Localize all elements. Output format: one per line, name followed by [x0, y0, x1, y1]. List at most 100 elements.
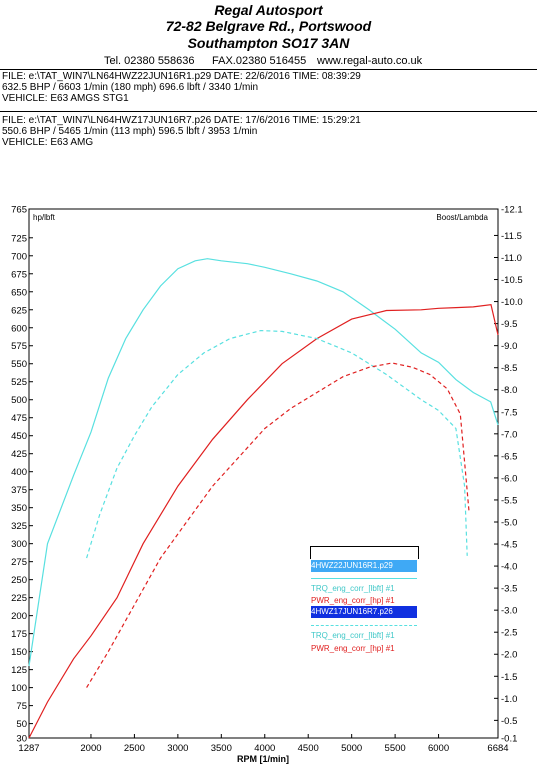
y-right-tick-label: -1.0	[501, 694, 517, 705]
legend-run2-trq: TRQ_eng_corr_[lbft] #1	[311, 631, 395, 640]
y-right-tick-label: -8.0	[501, 385, 517, 396]
y-left-tick-label: 350	[11, 503, 27, 514]
y-right-tick-label: -3.5	[501, 584, 517, 595]
legend-run2-name: 4HWZ17JUN16R7.p26	[311, 606, 417, 618]
y-left-tick-label: 275	[11, 557, 27, 568]
x-tick-label: 4000	[254, 743, 275, 754]
y-left-tick-label: 475	[11, 413, 27, 424]
run2-info: FILE: e:\TAT_WIN7\LN64HWZ17JUN16R7.p26 D…	[2, 115, 361, 148]
y-left-tick-label: 450	[11, 431, 27, 442]
legend-run1-pwr: PWR_eng_corr_[hp] #1	[311, 596, 395, 605]
x-tick-label: 6000	[428, 743, 449, 754]
x-tick-label: 2500	[124, 743, 145, 754]
legend-run2-trq-line	[311, 625, 417, 626]
legend-run2-pwr: PWR_eng_corr_[hp] #1	[311, 644, 395, 653]
legend-run1-name: 4HWZ22JUN16R1.p29	[311, 560, 417, 572]
chart-series	[28, 258, 499, 739]
y-left-tick-label: 50	[16, 719, 27, 730]
y-right-tick-label: -12.1	[501, 205, 523, 216]
y-left-tick-label: 550	[11, 359, 27, 370]
y-right-tick-label: -0.5	[501, 716, 517, 727]
y-left-tick-label: 30	[16, 734, 27, 745]
run1-vehicle: VEHICLE: E63 AMGS STG1	[2, 93, 129, 104]
run2-power-line	[86, 362, 470, 688]
x-tick-label: 5000	[341, 743, 362, 754]
run1-info: FILE: e:\TAT_WIN7\LN64HWZ22JUN16R1.p29 D…	[2, 71, 361, 104]
y-right-tick-label: -7.5	[501, 407, 517, 418]
company-name: Regal Autosport	[214, 2, 323, 18]
y-right-tick-label: -1.5	[501, 672, 517, 683]
y-left-tick-label: 75	[16, 701, 27, 712]
plot-frame	[28, 208, 499, 739]
company-address-line2: Southampton SO17 3AN	[187, 35, 350, 51]
y-right-tick-label: -10.5	[501, 275, 523, 286]
y-left-tick-label: 700	[11, 251, 27, 262]
y-left-tick-label: 225	[11, 593, 27, 604]
x-tick-label: 6684	[487, 743, 508, 754]
y-left-tick-label: 650	[11, 287, 27, 298]
y-left-tick-label: 125	[11, 665, 27, 676]
x-tick-label: 1287	[18, 743, 39, 754]
x-tick-label: 3500	[211, 743, 232, 754]
y-right-tick-label: -6.0	[501, 473, 517, 484]
x-axis-label: RPM [1/min]	[237, 754, 289, 764]
run1-torque-line	[28, 258, 499, 667]
y-left-tick-label: 150	[11, 647, 27, 658]
y-right-tick-label: -4.5	[501, 540, 517, 551]
y-right-tick-label: -11.0	[501, 253, 522, 264]
y-left-tick-label: 500	[11, 395, 27, 406]
y-left-tick-label: 325	[11, 521, 27, 532]
y-left-tick-label: 250	[11, 575, 27, 586]
y-left-tick-label: 300	[11, 539, 27, 550]
x-tick-label: 5500	[385, 743, 406, 754]
y-left-tick-label: 625	[11, 305, 27, 316]
run2-vehicle: VEHICLE: E63 AMG	[2, 137, 94, 148]
y-right-tick-label: -2.0	[501, 650, 517, 661]
y-left-tick-label: 425	[11, 449, 27, 460]
y-right-tick-label: -4.0	[501, 562, 517, 573]
y-left-tick-label: 375	[11, 485, 27, 496]
y-left-tick-label: 525	[11, 377, 27, 388]
y-right-tick-label: -5.5	[501, 495, 517, 506]
y-right-tick-label: -0.1	[501, 734, 517, 745]
y-right-tick-label: -2.5	[501, 628, 517, 639]
legend-run1-trq-line	[311, 578, 417, 579]
legend-header	[310, 546, 419, 559]
y-right-tick-label: -7.0	[501, 429, 517, 440]
y-left-axis-label: hp/lbft	[33, 213, 56, 222]
y-left-tick-label: 200	[11, 611, 27, 622]
run1-file: FILE: e:\TAT_WIN7\LN64HWZ22JUN16R1.p29 D…	[2, 71, 361, 82]
axis-ticks: 1287 2000 2500 3000 3500 4000 4500 5000 5500 6000…	[11, 205, 523, 755]
y-right-tick-label: -6.5	[501, 451, 517, 462]
run2-torque-line	[86, 329, 468, 559]
run1-power-line	[28, 304, 499, 739]
y-left-tick-label: 600	[11, 323, 27, 334]
y-right-tick-label: -3.0	[501, 606, 517, 617]
run1-result: 632.5 BHP / 6603 1/min (180 mph) 696.6 l…	[2, 82, 259, 93]
company-address-line1: 72-82 Belgrave Rd., Portswood	[165, 18, 372, 34]
y-right-tick-label: -5.0	[501, 517, 517, 528]
y-left-tick-label: 400	[11, 467, 27, 478]
y-right-tick-label: -9.0	[501, 341, 517, 352]
y-left-tick-label: 765	[11, 205, 27, 216]
y-right-tick-label: -9.5	[501, 319, 517, 330]
y-right-axis-label: Boost/Lambda	[436, 213, 488, 222]
divider	[0, 111, 537, 112]
x-tick-label: 2000	[80, 743, 101, 754]
run2-file: FILE: e:\TAT_WIN7\LN64HWZ17JUN16R7.p26 D…	[2, 115, 361, 126]
telephone: Tel. 02380 558636	[104, 55, 195, 67]
y-left-tick-label: 725	[11, 233, 27, 244]
run2-result: 550.6 BHP / 5465 1/min (113 mph) 596.5 l…	[2, 126, 258, 137]
y-left-tick-label: 675	[11, 269, 27, 280]
legend-run1-trq: TRQ_eng_corr_[lbft] #1	[311, 584, 395, 593]
divider	[0, 69, 537, 70]
x-tick-label: 4500	[298, 743, 319, 754]
chart-legend: 4HWZ22JUN16R1.p29 TRQ_eng_corr_[lbft] #1…	[309, 546, 419, 653]
y-left-tick-label: 100	[11, 683, 27, 694]
website: www.regal-auto.co.uk	[317, 55, 423, 67]
fax: FAX.02380 516455	[212, 55, 307, 67]
y-left-tick-label: 175	[11, 629, 27, 640]
y-right-tick-label: -8.5	[501, 363, 517, 374]
y-left-tick-label: 575	[11, 341, 27, 352]
